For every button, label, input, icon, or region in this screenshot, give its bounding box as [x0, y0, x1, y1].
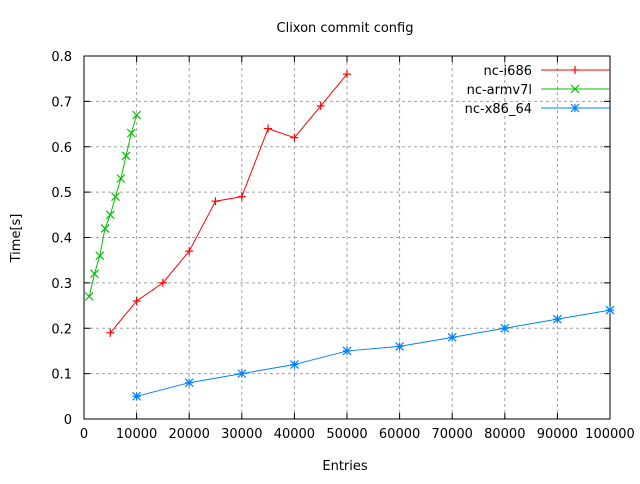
marker-stroke: [605, 305, 615, 315]
x-axis-label: Entries: [322, 459, 368, 474]
marker-stroke: [289, 360, 299, 369]
data-point: [126, 128, 136, 138]
data-point: [211, 197, 220, 206]
data-point: [158, 278, 167, 287]
marker-stroke: [500, 323, 510, 333]
data-point: [289, 360, 299, 369]
data-point: [95, 251, 105, 261]
marker-stroke: [570, 103, 580, 113]
marker-stroke: [237, 369, 247, 379]
y-tick-label: 0: [64, 413, 72, 428]
data-point: [605, 305, 615, 315]
y-axis-label: Time[s]: [9, 214, 24, 264]
marker-stroke: [111, 192, 120, 202]
data-point: [570, 103, 580, 113]
data-point: [116, 174, 126, 183]
marker-stroke: [116, 174, 126, 183]
marker-stroke: [105, 210, 115, 220]
data-point: [105, 210, 115, 220]
marker-stroke: [447, 332, 457, 342]
data-point: [121, 151, 131, 161]
data-point: [237, 369, 247, 379]
data-point: [342, 346, 352, 356]
x-tick-label: 70000: [432, 427, 473, 442]
data-point: [132, 297, 141, 306]
data-point: [343, 70, 351, 79]
data-point: [184, 378, 194, 388]
data-point: [316, 101, 325, 110]
x-tick-label: 0: [80, 427, 88, 442]
series-line: [136, 309, 611, 397]
data-point: [100, 224, 110, 233]
y-tick-label: 0.7: [51, 95, 72, 110]
data-point: [570, 84, 580, 94]
grid: [84, 56, 610, 419]
marker-stroke: [100, 224, 110, 233]
marker-stroke: [342, 346, 352, 356]
y-tick-label: 0.3: [51, 277, 72, 292]
data-point: [84, 292, 94, 301]
data-point: [290, 133, 299, 142]
y-tick-label: 0.4: [51, 232, 72, 247]
y-tick-label: 0.5: [51, 186, 72, 201]
x-tick-label: 80000: [484, 427, 525, 442]
legend: nc-i686 nc-armv7l nc-x86_64: [465, 64, 610, 117]
marker-stroke: [84, 292, 94, 301]
marker-stroke: [132, 110, 142, 120]
marker-stroke: [132, 391, 142, 401]
data-point: [132, 391, 142, 401]
series-group: [84, 70, 615, 401]
y-tick-label: 0.6: [51, 141, 72, 156]
data-point: [90, 269, 99, 279]
data-point: [571, 66, 579, 74]
series-line: [109, 73, 348, 334]
x-tick-label: 30000: [221, 427, 262, 442]
legend-label: nc-x86_64: [465, 102, 532, 117]
marker-stroke: [121, 151, 131, 161]
data-point: [264, 124, 273, 133]
marker-stroke: [552, 314, 562, 324]
series-line: [88, 114, 138, 297]
marker-stroke: [95, 251, 105, 261]
data-point: [395, 341, 405, 351]
data-point: [111, 192, 120, 202]
data-point: [500, 323, 510, 333]
data-point: [237, 192, 246, 201]
y-tick-label: 0.1: [51, 368, 72, 383]
series-nc-armv7l: [84, 110, 142, 301]
x-tick-label: 40000: [274, 427, 315, 442]
x-tick-label: 60000: [379, 427, 420, 442]
y-tick-label: 0.2: [51, 322, 72, 337]
x-tick-label: 20000: [169, 427, 210, 442]
data-point: [552, 314, 562, 324]
data-point: [185, 247, 194, 256]
data-point: [447, 332, 457, 342]
series-nc-x86_64: [132, 305, 615, 401]
marker-stroke: [570, 84, 580, 94]
x-tick-label: 10000: [116, 427, 157, 442]
data-point: [106, 328, 115, 337]
legend-label: nc-armv7l: [467, 83, 532, 98]
x-tick-label: 90000: [537, 427, 578, 442]
y-tick-label: 0.8: [51, 50, 72, 65]
data-point: [132, 110, 142, 120]
ticks: 0 10000 20000 30000 40000 50000 60000 70000 8000…: [51, 50, 635, 442]
series-nc-i686: [106, 70, 351, 337]
marker-stroke: [184, 378, 194, 388]
x-tick-label: 50000: [326, 427, 367, 442]
marker-stroke: [126, 128, 136, 138]
marker-stroke: [90, 269, 99, 279]
marker-stroke: [395, 341, 405, 351]
legend-label: nc-i686: [483, 64, 532, 79]
x-tick-label: 100000: [585, 427, 635, 442]
chart-title: Clixon commit config: [277, 21, 414, 36]
